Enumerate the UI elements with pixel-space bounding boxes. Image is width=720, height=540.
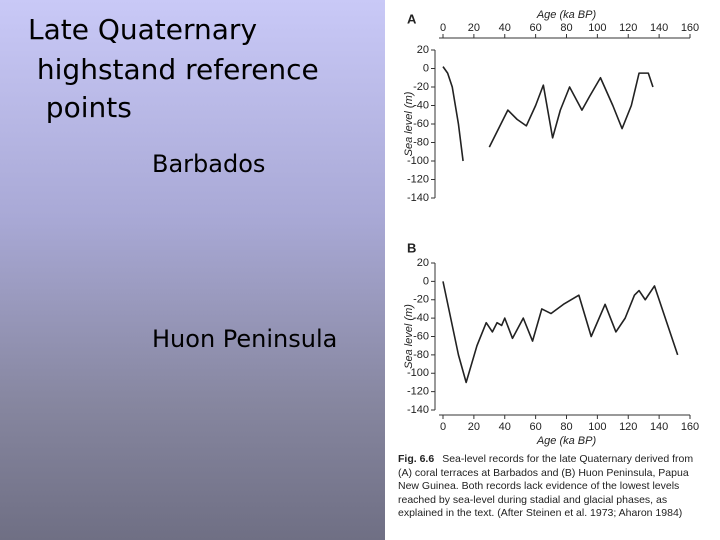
x-tick-label: 120 bbox=[619, 421, 637, 433]
y-tick-label: -60 bbox=[413, 330, 429, 342]
x-axis-title: Age (ka BP) bbox=[536, 435, 597, 447]
y-tick-label: -60 bbox=[413, 118, 429, 130]
y-tick-label: -80 bbox=[413, 136, 429, 148]
bullet-item: Barbados bbox=[152, 150, 266, 178]
x-axis-title: Age (ka BP) bbox=[536, 9, 597, 21]
panel-label: A bbox=[407, 11, 417, 26]
y-tick-label: -120 bbox=[407, 173, 429, 185]
y-tick-label: -40 bbox=[413, 312, 429, 324]
sea-level-line bbox=[442, 281, 679, 384]
caption-text: Sea-level records for the late Quaternar… bbox=[398, 453, 694, 519]
x-tick-label: 120 bbox=[619, 22, 637, 34]
y-tick-label: -20 bbox=[413, 294, 429, 306]
x-tick-label: 80 bbox=[560, 22, 572, 34]
bullet-item: Huon Peninsula bbox=[152, 325, 338, 353]
x-tick-label: 40 bbox=[499, 22, 511, 34]
x-tick-label: 40 bbox=[499, 421, 511, 433]
x-tick-label: 160 bbox=[681, 22, 699, 34]
y-tick-label: -40 bbox=[413, 99, 429, 111]
x-tick-label: 0 bbox=[440, 22, 446, 34]
caption-label: Fig. 6.6 bbox=[398, 453, 435, 465]
x-tick-label: 100 bbox=[588, 22, 606, 34]
x-tick-label: 20 bbox=[468, 421, 480, 433]
x-tick-label: 100 bbox=[588, 421, 606, 433]
caption: Fig. 6.6 Sea-level records for the late Q… bbox=[398, 453, 710, 521]
y-tick-label: 0 bbox=[423, 275, 429, 287]
y-axis-title: Sea level (m) bbox=[403, 304, 415, 369]
y-tick-label: -100 bbox=[407, 155, 429, 167]
sea-level-line bbox=[442, 66, 654, 162]
y-tick-label: -140 bbox=[407, 404, 429, 416]
x-tick-label: 80 bbox=[560, 421, 572, 433]
panel-label: B bbox=[407, 240, 416, 255]
title-line: Late Quaternary bbox=[28, 13, 258, 46]
y-tick-label: -140 bbox=[407, 192, 429, 204]
x-tick-label: 60 bbox=[530, 421, 542, 433]
y-tick-label: 20 bbox=[417, 44, 429, 56]
y-tick-label: -120 bbox=[407, 386, 429, 398]
title-line: highstand reference bbox=[28, 53, 319, 86]
y-tick-label: -80 bbox=[413, 349, 429, 361]
slide-panel: Late Quaternary highstand reference poin… bbox=[0, 0, 385, 540]
figure: A 20 0 -20 -40 -60 -80 -100 -120 -140 Sea level (m… bbox=[403, 9, 699, 447]
x-tick-label: 20 bbox=[468, 22, 480, 34]
x-tick-label: 60 bbox=[530, 22, 542, 34]
y-tick-label: 20 bbox=[417, 257, 429, 269]
x-tick-label: 160 bbox=[681, 421, 699, 433]
x-tick-label: 0 bbox=[440, 421, 446, 433]
x-tick-label: 140 bbox=[650, 22, 668, 34]
y-tick-label: -20 bbox=[413, 81, 429, 93]
x-tick-label: 140 bbox=[650, 421, 668, 433]
title-line: points bbox=[28, 91, 132, 124]
y-tick-label: 0 bbox=[423, 62, 429, 74]
y-tick-label: -100 bbox=[407, 367, 429, 379]
y-axis-title: Sea level (m) bbox=[403, 91, 415, 156]
